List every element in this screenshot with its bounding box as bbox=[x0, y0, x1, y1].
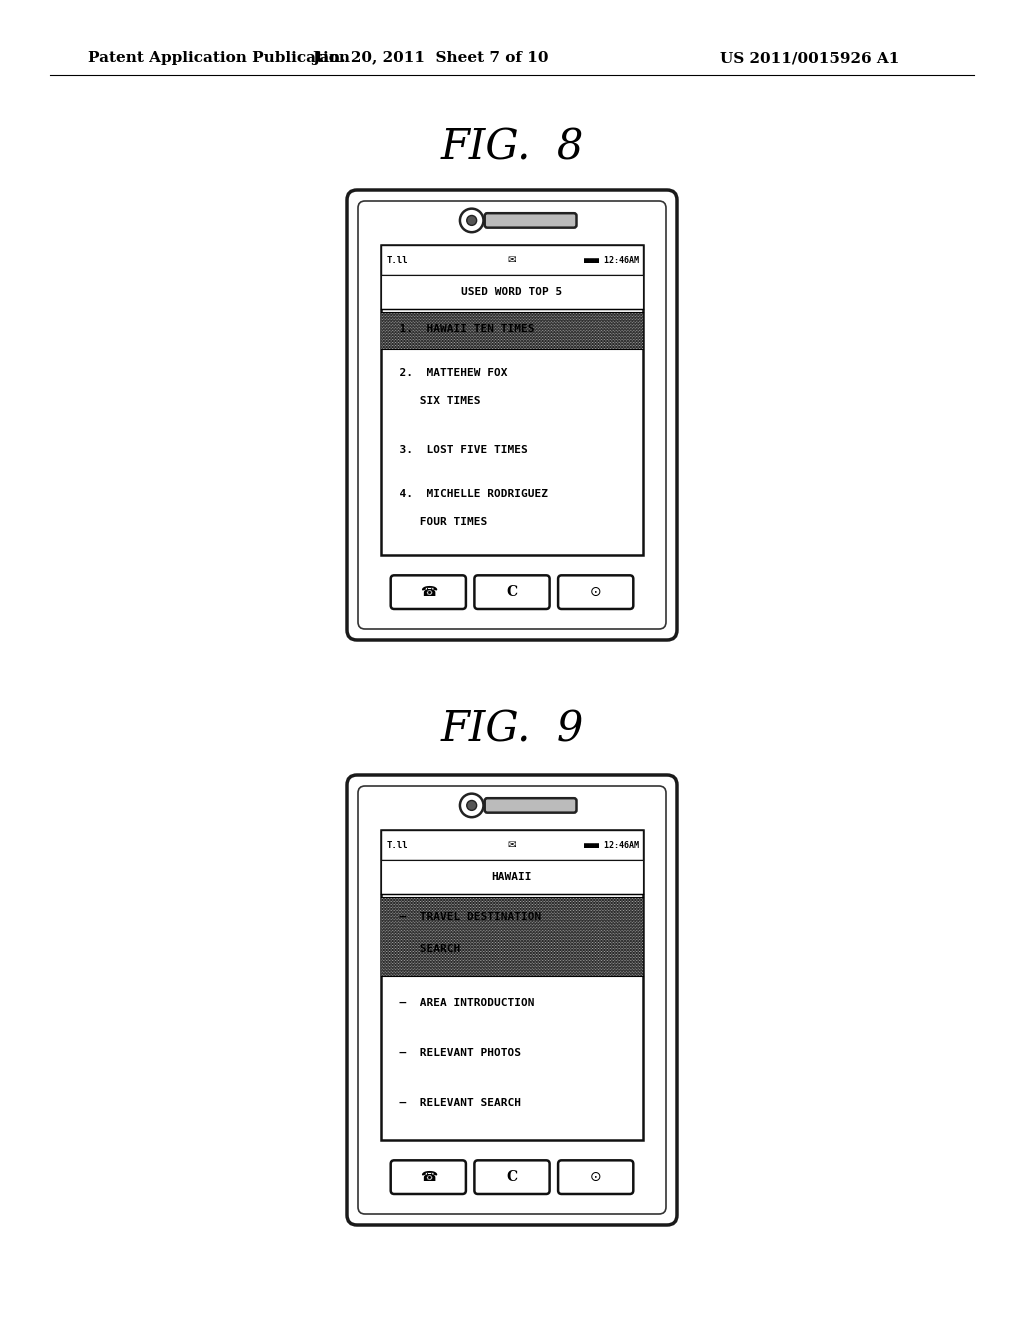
Bar bbox=[381, 244, 643, 276]
Text: C: C bbox=[507, 1170, 517, 1184]
Text: FIG.  9: FIG. 9 bbox=[440, 709, 584, 751]
Text: 4.  MICHELLE RODRIGUEZ: 4. MICHELLE RODRIGUEZ bbox=[386, 488, 548, 499]
FancyBboxPatch shape bbox=[558, 576, 633, 609]
Text: –  RELEVANT SEARCH: – RELEVANT SEARCH bbox=[386, 1097, 521, 1107]
Text: –  AREA INTRODUCTION: – AREA INTRODUCTION bbox=[386, 998, 535, 1008]
Text: 3.  LOST FIVE TIMES: 3. LOST FIVE TIMES bbox=[386, 445, 528, 454]
Text: FOUR TIMES: FOUR TIMES bbox=[386, 517, 487, 527]
Text: ☎: ☎ bbox=[420, 1170, 437, 1184]
FancyBboxPatch shape bbox=[474, 576, 550, 609]
Bar bbox=[381, 312, 643, 348]
Circle shape bbox=[460, 793, 483, 817]
FancyBboxPatch shape bbox=[347, 775, 677, 1225]
FancyBboxPatch shape bbox=[358, 785, 666, 1214]
FancyBboxPatch shape bbox=[358, 201, 666, 630]
Text: ■■■ 12:46AM: ■■■ 12:46AM bbox=[584, 256, 639, 264]
Text: USED WORD TOP 5: USED WORD TOP 5 bbox=[462, 286, 562, 297]
Text: HAWAII: HAWAII bbox=[492, 873, 532, 882]
Text: ⊙: ⊙ bbox=[590, 1170, 601, 1184]
Text: 1.  HAWAII TEN TIMES: 1. HAWAII TEN TIMES bbox=[386, 323, 535, 334]
FancyBboxPatch shape bbox=[391, 576, 466, 609]
Bar bbox=[381, 244, 643, 554]
Text: Patent Application Publication: Patent Application Publication bbox=[88, 51, 350, 65]
Circle shape bbox=[460, 209, 483, 232]
FancyBboxPatch shape bbox=[474, 1160, 550, 1195]
Circle shape bbox=[467, 215, 476, 226]
FancyBboxPatch shape bbox=[347, 190, 677, 640]
Text: 2.  MATTEHEW FOX: 2. MATTEHEW FOX bbox=[386, 368, 508, 378]
FancyBboxPatch shape bbox=[484, 799, 577, 813]
Text: ✉: ✉ bbox=[508, 840, 516, 850]
Text: US 2011/0015926 A1: US 2011/0015926 A1 bbox=[720, 51, 899, 65]
Bar bbox=[381, 830, 643, 1139]
Text: FIG.  8: FIG. 8 bbox=[440, 127, 584, 169]
Text: ⊙: ⊙ bbox=[590, 585, 601, 599]
FancyBboxPatch shape bbox=[391, 1160, 466, 1195]
Text: –  RELEVANT PHOTOS: – RELEVANT PHOTOS bbox=[386, 1048, 521, 1059]
FancyBboxPatch shape bbox=[558, 1160, 633, 1195]
Circle shape bbox=[467, 800, 476, 810]
Bar bbox=[381, 898, 643, 975]
Text: –  TRAVEL DESTINATION: – TRAVEL DESTINATION bbox=[386, 912, 542, 921]
Bar bbox=[381, 276, 643, 309]
Bar bbox=[381, 861, 643, 894]
Text: Jan. 20, 2011  Sheet 7 of 10: Jan. 20, 2011 Sheet 7 of 10 bbox=[311, 51, 548, 65]
Text: T.ll: T.ll bbox=[386, 256, 408, 264]
Text: ■■■ 12:46AM: ■■■ 12:46AM bbox=[584, 841, 639, 850]
Text: ✉: ✉ bbox=[508, 255, 516, 265]
Text: SIX TIMES: SIX TIMES bbox=[386, 396, 480, 407]
Text: ☎: ☎ bbox=[420, 585, 437, 599]
Bar bbox=[381, 830, 643, 861]
Text: C: C bbox=[507, 585, 517, 599]
Text: T.ll: T.ll bbox=[386, 841, 408, 850]
FancyBboxPatch shape bbox=[484, 214, 577, 227]
Text: SEARCH: SEARCH bbox=[386, 944, 461, 953]
